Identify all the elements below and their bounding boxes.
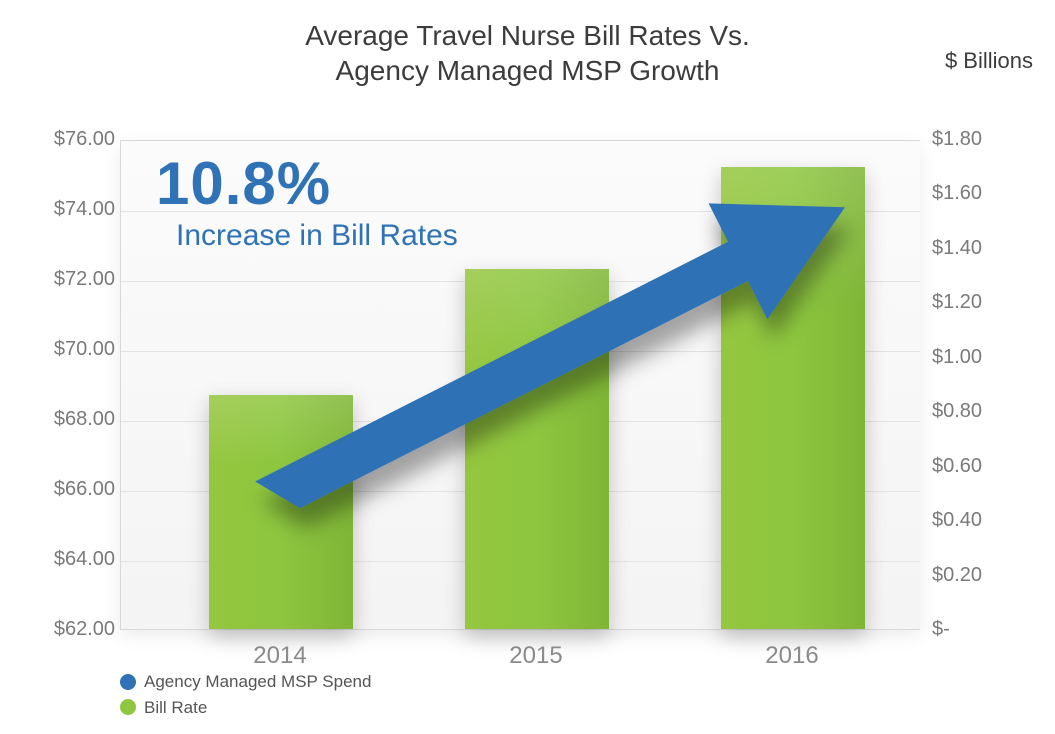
y-right-tick: $0.20 bbox=[932, 564, 1022, 587]
y-right-tick: $- bbox=[932, 618, 1022, 641]
y-left-tick: $76.00 bbox=[5, 128, 115, 151]
x-tick-label: 2014 bbox=[253, 642, 306, 670]
chart-title: Average Travel Nurse Bill Rates Vs. Agen… bbox=[0, 18, 1055, 88]
y-left-tick: $66.00 bbox=[5, 478, 115, 501]
right-axis-unit: $ Billions bbox=[945, 48, 1033, 74]
plot-area: 10.8% Increase in Bill Rates bbox=[120, 140, 920, 630]
legend-label: Agency Managed MSP Spend bbox=[144, 669, 371, 695]
circle-icon bbox=[120, 674, 136, 690]
x-tick-label: 2015 bbox=[509, 642, 562, 670]
legend-label: Bill Rate bbox=[144, 695, 207, 721]
y-right-tick: $0.60 bbox=[932, 455, 1022, 478]
y-right-tick: $1.80 bbox=[932, 128, 1022, 151]
trend-arrow-icon bbox=[121, 141, 921, 631]
y-left-tick: $62.00 bbox=[5, 618, 115, 641]
y-left-tick: $70.00 bbox=[5, 338, 115, 361]
y-left-tick: $68.00 bbox=[5, 408, 115, 431]
y-right-tick: $1.60 bbox=[932, 182, 1022, 205]
y-right-tick: $1.00 bbox=[932, 346, 1022, 369]
y-left-tick: $74.00 bbox=[5, 198, 115, 221]
y-right-tick: $0.40 bbox=[932, 509, 1022, 532]
circle-icon bbox=[120, 699, 136, 715]
y-right-tick: $0.80 bbox=[932, 400, 1022, 423]
chart-title-line2: Agency Managed MSP Growth bbox=[336, 55, 720, 86]
y-right-tick: $1.20 bbox=[932, 291, 1022, 314]
y-left-tick: $64.00 bbox=[5, 548, 115, 571]
y-left-tick: $72.00 bbox=[5, 268, 115, 291]
legend: Agency Managed MSP Spend Bill Rate bbox=[120, 669, 371, 720]
x-tick-label: 2016 bbox=[765, 642, 818, 670]
chart-title-line1: Average Travel Nurse Bill Rates Vs. bbox=[305, 20, 750, 51]
y-right-tick: $1.40 bbox=[932, 237, 1022, 260]
legend-item-msp: Agency Managed MSP Spend bbox=[120, 669, 371, 695]
legend-item-billrate: Bill Rate bbox=[120, 695, 371, 721]
chart-container: Average Travel Nurse Bill Rates Vs. Agen… bbox=[0, 0, 1055, 734]
